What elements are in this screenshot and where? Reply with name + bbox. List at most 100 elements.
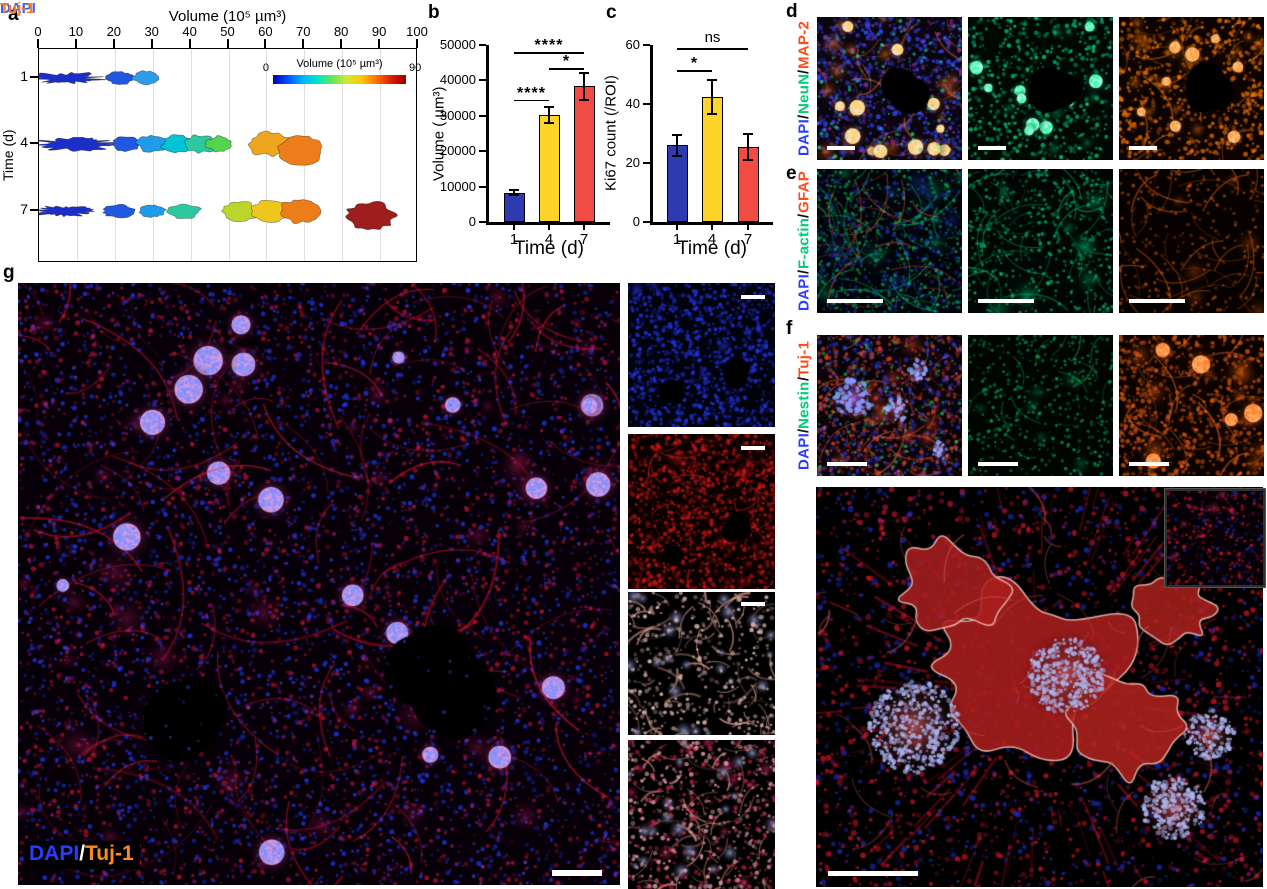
y-tick-mark bbox=[479, 221, 486, 223]
x-tick-mark bbox=[676, 224, 678, 230]
panel-e-label: e bbox=[786, 163, 797, 184]
error-cap bbox=[544, 121, 554, 124]
micrograph-g-3d-overlay bbox=[628, 740, 775, 889]
volume-blob bbox=[39, 205, 95, 217]
y-tick-label: 20 bbox=[625, 155, 640, 170]
volume-blob bbox=[221, 201, 259, 222]
x-tick-mark bbox=[188, 39, 191, 48]
scale-bar bbox=[1129, 462, 1169, 466]
y-row-label: 4 bbox=[20, 134, 28, 150]
x-tick-label: 20 bbox=[106, 24, 122, 39]
error-cap bbox=[509, 189, 519, 192]
error-bar bbox=[711, 79, 713, 114]
x-tick-mark bbox=[416, 39, 418, 48]
micrograph-g-3d-surface bbox=[628, 592, 775, 735]
x-tick-label: 30 bbox=[144, 24, 159, 39]
error-cap bbox=[707, 78, 717, 81]
error-bar bbox=[747, 133, 749, 161]
x-tick-mark bbox=[747, 224, 749, 230]
x-tick-mark bbox=[513, 224, 515, 230]
scale-bar bbox=[1129, 299, 1185, 303]
micrograph-d-merge bbox=[817, 17, 962, 160]
x-tick-mark bbox=[378, 39, 381, 48]
y-tick-label: 40000 bbox=[439, 72, 476, 88]
gridline bbox=[342, 49, 344, 261]
y-row-label: 1 bbox=[20, 68, 28, 84]
y-tick-mark bbox=[479, 114, 486, 117]
error-cap bbox=[743, 159, 753, 162]
panel-a-label: a bbox=[8, 4, 19, 25]
y-tick-mark bbox=[30, 76, 38, 78]
micrograph-e-factin bbox=[968, 169, 1113, 313]
x-axis bbox=[486, 222, 610, 225]
x-tick-mark bbox=[226, 39, 229, 48]
panel-a-plot: Volume (10⁵ µm³) 0 90 bbox=[38, 48, 421, 262]
y-tick-mark bbox=[479, 150, 486, 153]
significance-line bbox=[677, 47, 748, 50]
panel-b-x-axis-label: Time (d) bbox=[513, 238, 585, 259]
volume-blob bbox=[183, 134, 217, 154]
y-tick-mark bbox=[479, 185, 486, 188]
volume-blob bbox=[250, 199, 291, 223]
y-tick-label: 40 bbox=[625, 96, 640, 111]
y-tick-mark bbox=[479, 44, 486, 46]
micrograph-f-tuj1 bbox=[1119, 335, 1264, 476]
panel-b-plot: 0 10000 20000 30000 40000 50000 1 4 7 **** * **** bbox=[440, 37, 610, 248]
x-tick-label: 80 bbox=[333, 24, 349, 39]
colorbar-max-label: 90 bbox=[409, 62, 422, 74]
x-tick-mark bbox=[37, 39, 39, 48]
volume-blob bbox=[135, 134, 169, 153]
x-tick-mark bbox=[112, 39, 115, 48]
y-tick-label: 0 bbox=[632, 214, 640, 229]
micrograph-e-gfap bbox=[1119, 169, 1264, 313]
panel-c-label: c bbox=[606, 2, 617, 23]
scale-bar bbox=[1129, 146, 1157, 150]
scale-bar bbox=[827, 462, 867, 466]
y-tick-label: 60 bbox=[625, 37, 640, 52]
micrograph-d-map2 bbox=[1119, 17, 1264, 160]
y-tick-mark bbox=[643, 221, 650, 223]
error-bar bbox=[583, 73, 585, 100]
y-tick-label: 30000 bbox=[439, 107, 476, 123]
gridline bbox=[228, 49, 230, 261]
scale-bar bbox=[741, 602, 765, 606]
x-tick-mark bbox=[583, 224, 585, 230]
volume-blob bbox=[345, 200, 398, 230]
micrograph-d-neun bbox=[968, 17, 1113, 160]
error-cap bbox=[509, 193, 519, 196]
y-tick-mark bbox=[30, 142, 38, 144]
volume-blob bbox=[166, 203, 202, 219]
volume-blob bbox=[277, 135, 323, 166]
significance-label: **** bbox=[517, 84, 546, 102]
panel-c-x-axis-label: Time (d) bbox=[676, 238, 748, 259]
gridline bbox=[190, 49, 192, 261]
panel-a-axis-title: Volume (10⁵ µm³) bbox=[168, 8, 287, 25]
x-tick-label: 7 bbox=[743, 231, 753, 248]
g-sub-tuj1-label: Tuj-1 bbox=[0, 0, 35, 17]
stain-dapi: DAPI bbox=[29, 842, 80, 865]
error-bar bbox=[548, 106, 550, 123]
panel-c-plot: 0 20 40 60 1 4 7 * ns bbox=[626, 29, 773, 248]
significance-line bbox=[549, 68, 584, 70]
volume-blob bbox=[160, 134, 194, 154]
x-axis bbox=[650, 222, 773, 225]
g-sub-dapi-label: DAPI bbox=[0, 0, 36, 17]
significance-line bbox=[514, 99, 549, 102]
y-tick-label: 20000 bbox=[439, 143, 476, 159]
x-tick-label: 60 bbox=[258, 24, 273, 39]
y-tick-mark bbox=[479, 79, 486, 82]
volume-blob bbox=[138, 204, 167, 218]
y-tick-mark bbox=[643, 44, 650, 46]
error-cap bbox=[579, 72, 589, 75]
x-tick-label: 4 bbox=[544, 231, 554, 248]
micrograph-g-tuj1 bbox=[628, 434, 775, 589]
x-tick-mark bbox=[302, 39, 305, 48]
panel-a-blobs bbox=[39, 70, 398, 230]
x-tick-mark bbox=[548, 224, 550, 230]
x-tick-label: 10 bbox=[68, 24, 84, 39]
volume-blob bbox=[39, 136, 123, 152]
y-tick-mark bbox=[643, 162, 650, 164]
